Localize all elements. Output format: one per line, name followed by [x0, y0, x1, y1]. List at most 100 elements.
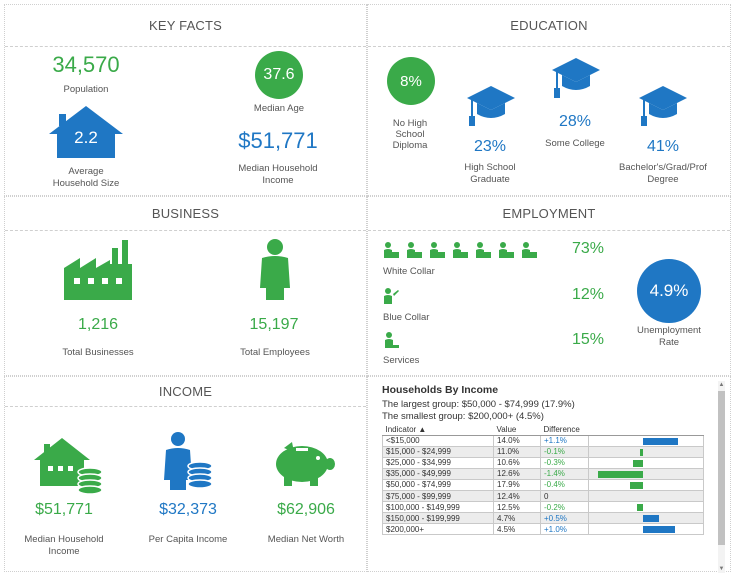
office-worker-icon [407, 242, 422, 258]
manual-worker-icon [384, 288, 399, 304]
no-hs-label-3: Diploma [392, 140, 428, 151]
household-size-label-2: Household Size [52, 178, 120, 189]
total-businesses-value: 1,216 [77, 316, 119, 333]
difference-cell: 0 [540, 489, 589, 503]
no-hs-label-2: School [395, 129, 425, 140]
education-title: EDUCATION [368, 5, 730, 47]
indicator-cell: $35,000 - $49,999 [382, 467, 494, 480]
difference-bar-cell [588, 456, 704, 469]
value-cell: 17.9% [493, 478, 541, 491]
households-scrollbar[interactable]: ▲ ▼ [718, 381, 725, 573]
table-row: $150,000 - $199,999 4.7% +0.5% [382, 512, 704, 525]
value-column-header[interactable]: Value [493, 424, 541, 436]
difference-cell: -0.1% [540, 445, 589, 458]
white-collar-label: White Collar [383, 266, 435, 277]
population-value: 34,570 [52, 52, 120, 77]
table-row: $15,000 - $24,999 11.0% -0.1% [382, 445, 704, 458]
business-panel: BUSINESS [4, 196, 367, 376]
scroll-thumb[interactable] [718, 391, 725, 545]
office-worker-icon [430, 242, 445, 258]
difference-cell: +1.1% [540, 434, 589, 447]
hs-grad-label-2: Graduate [470, 174, 510, 185]
person-icon [260, 239, 290, 300]
households-table: Indicator ▲ Value Difference <$15,000 14.… [382, 424, 704, 536]
blue-collar-label: Blue Collar [383, 312, 430, 323]
bachelors-label-2: Degree [647, 174, 679, 185]
white-collar-icons [383, 242, 543, 258]
median-income-label-1: Median Household [238, 163, 318, 174]
person-with-coins-icon [164, 432, 213, 490]
difference-bar [643, 515, 659, 523]
office-worker-icon [499, 242, 514, 258]
difference-bar-cell [588, 512, 704, 525]
no-hs-value: 8% [400, 72, 422, 90]
total-employees-value: 15,197 [249, 316, 299, 333]
income-panel: INCOME [4, 376, 367, 572]
scroll-up-arrow-icon[interactable]: ▲ [718, 382, 725, 388]
indicator-cell: <$15,000 [382, 434, 494, 447]
total-employees-label: Total Employees [240, 347, 310, 358]
business-title: BUSINESS [5, 197, 366, 231]
difference-bar [630, 481, 643, 489]
median-age-value: 37.6 [263, 66, 295, 83]
graduation-cap-icon [552, 58, 600, 98]
indicator-cell: $150,000 - $199,999 [382, 512, 494, 525]
indicator-cell: $100,000 - $149,999 [382, 501, 494, 514]
service-worker-icon [385, 332, 399, 348]
table-row: $200,000+ 4.5% +1.0% [382, 523, 704, 536]
indicator-cell: $200,000+ [382, 523, 494, 536]
difference-bar-cell [588, 478, 704, 491]
employment-panel: EMPLOYMENT [367, 196, 731, 376]
difference-bar-cell [588, 523, 704, 536]
table-row: $35,000 - $49,999 12.6% -1.4% [382, 467, 704, 480]
office-worker-icon [384, 242, 399, 258]
unemployment-label-2: Rate [658, 337, 680, 348]
per-capita-value: $32,373 [159, 501, 217, 518]
population-label: Population [63, 84, 109, 95]
indicator-cell: $15,000 - $24,999 [382, 445, 494, 458]
factory-icon [64, 240, 132, 300]
difference-bar-cell [588, 467, 704, 480]
value-cell: 10.6% [493, 456, 541, 469]
hs-grad-value: 23% [473, 138, 507, 155]
difference-bar [643, 526, 675, 534]
difference-cell: +1.0% [540, 523, 589, 536]
net-worth-value: $62,906 [277, 501, 335, 518]
income-median-household-label-1: Median Household [24, 534, 104, 545]
indicator-column-header[interactable]: Indicator ▲ [382, 424, 494, 436]
services-value: 15% [571, 331, 605, 348]
table-row: <$15,000 14.0% +1.1% [382, 434, 704, 447]
piggy-bank-icon [276, 442, 335, 486]
income-median-household-label-2: Income [48, 546, 80, 557]
net-worth-label: Median Net Worth [267, 534, 345, 545]
households-title: Households By Income [382, 384, 499, 396]
scroll-down-arrow-icon[interactable]: ▼ [718, 566, 725, 572]
key-facts-panel: KEY FACTS [4, 4, 367, 196]
median-age-circle: 37.6 [255, 51, 303, 99]
difference-bar [636, 504, 643, 512]
no-hs-label-1: No High [392, 118, 428, 129]
table-row: $100,000 - $149,999 12.5% -0.2% [382, 501, 704, 514]
difference-bar [639, 448, 643, 456]
median-income-label-2: Income [262, 175, 294, 186]
some-college-value: 28% [558, 113, 592, 130]
household-size-label-1: Average [68, 166, 104, 177]
services-label: Services [383, 355, 420, 366]
graduation-cap-icon [639, 86, 687, 126]
value-cell: 12.6% [493, 467, 541, 480]
difference-cell: -0.2% [540, 501, 589, 514]
house-icon [49, 106, 123, 158]
employment-title: EMPLOYMENT [368, 197, 730, 231]
households-table-body: <$15,000 14.0% +1.1% $15,000 - $24,999 11.0%… [382, 434, 704, 536]
households-panel [367, 376, 731, 572]
blue-collar-value: 12% [571, 286, 605, 303]
difference-bar-cell [588, 445, 704, 458]
key-facts-title: KEY FACTS [5, 5, 366, 47]
hs-grad-label-1: High School [464, 162, 516, 173]
difference-column-header[interactable]: Difference [540, 424, 589, 436]
difference-cell: +0.5% [540, 512, 589, 525]
education-panel: EDUCATION [367, 4, 731, 196]
value-cell: 4.7% [493, 512, 541, 525]
difference-bar [643, 437, 679, 445]
difference-cell: -1.4% [540, 467, 589, 480]
